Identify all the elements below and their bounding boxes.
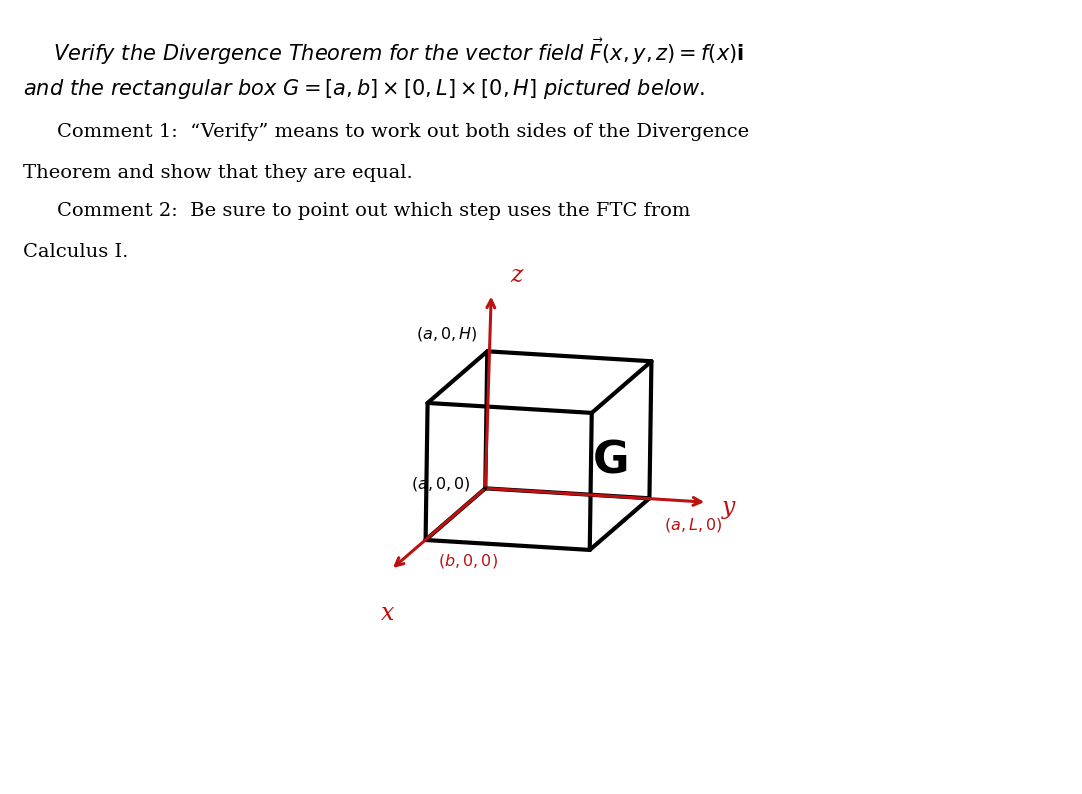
Text: Theorem and show that they are equal.: Theorem and show that they are equal. — [23, 164, 412, 182]
Text: $(a,0,H)$: $(a,0,H)$ — [415, 326, 477, 343]
Text: Calculus I.: Calculus I. — [23, 243, 128, 261]
Text: $(a,0,0)$: $(a,0,0)$ — [411, 476, 471, 493]
Text: Comment 1:  “Verify” means to work out both sides of the Divergence: Comment 1: “Verify” means to work out bo… — [57, 123, 750, 141]
Text: x: x — [381, 602, 395, 625]
Text: y: y — [723, 495, 736, 518]
Text: z: z — [510, 264, 523, 287]
Text: $\mathbf{G}$: $\mathbf{G}$ — [592, 439, 628, 482]
Text: Comment 2:  Be sure to point out which step uses the FTC from: Comment 2: Be sure to point out which st… — [57, 202, 691, 221]
Text: $\mathit{and\ the\ rectangular\ box}\ G = [a,b]\times[0,L]\times[0,H]\ \mathit{p: $\mathit{and\ the\ rectangular\ box}\ G … — [23, 77, 704, 102]
Text: $(a,L,0)$: $(a,L,0)$ — [664, 516, 723, 534]
Text: $(b,0,0)$: $(b,0,0)$ — [437, 552, 498, 570]
Text: $\mathit{Verify\ the\ Divergence\ Theorem\ for\ the\ vector\ field}\ \vec{F}(x,y: $\mathit{Verify\ the\ Divergence\ Theore… — [53, 37, 743, 67]
